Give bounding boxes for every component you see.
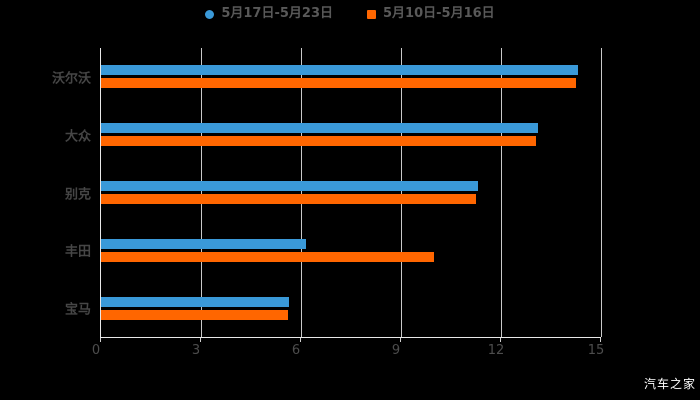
x-axis-tick-9 <box>400 338 401 342</box>
gridline-9 <box>401 48 402 337</box>
bar-group-宝马 <box>101 279 601 337</box>
legend-item-2[interactable]: 5月10日-5月16日 <box>367 5 495 23</box>
x-axis-label-0: 0 <box>91 343 101 358</box>
bar-5月10日-5月16日-沃尔沃[interactable] <box>101 78 576 89</box>
bar-rows <box>101 48 601 337</box>
bar-5月17日-5月23日-宝马[interactable] <box>101 296 290 307</box>
legend-item-label: 5月17日-5月23日 <box>221 6 333 21</box>
legend-square-marker <box>367 9 376 19</box>
gridline-15 <box>601 48 602 337</box>
x-axis-label-15: 15 <box>587 343 605 358</box>
legend-item-1[interactable]: 5月17日-5月23日 <box>205 5 333 23</box>
x-axis-label-3: 3 <box>191 343 201 358</box>
x-axis-ticks <box>100 338 601 343</box>
x-axis-tick-15 <box>600 338 601 342</box>
bar-5月17日-5月23日-大众[interactable] <box>101 123 538 134</box>
gridline-3 <box>201 48 202 337</box>
x-axis-tick-12 <box>500 338 501 342</box>
legend-item-label: 5月10日-5月16日 <box>383 6 495 21</box>
x-axis-label-12: 12 <box>487 343 505 358</box>
x-axis-labels: 0 3 6 9 12 15 <box>92 343 604 359</box>
legend-circle-marker <box>205 9 215 19</box>
bar-group-大众 <box>101 106 601 164</box>
y-axis-label-沃尔沃: 沃尔沃 <box>51 71 91 87</box>
x-axis-label-6: 6 <box>291 343 301 358</box>
bar-5月10日-5月16日-宝马[interactable] <box>101 309 288 320</box>
bar-group-沃尔沃 <box>101 48 601 106</box>
bar-5月10日-5月16日-大众[interactable] <box>101 136 536 147</box>
gridline-6 <box>301 48 302 337</box>
bar-5月10日-5月16日-别克[interactable] <box>101 193 476 204</box>
watermark-autohome: 汽车之家 <box>643 377 696 391</box>
bar-5月10日-5月16日-丰田[interactable] <box>101 251 435 262</box>
gridline-12 <box>501 48 502 337</box>
x-axis-label-9: 9 <box>391 343 401 358</box>
plot-area <box>100 48 602 338</box>
bar-5月17日-5月23日-沃尔沃[interactable] <box>101 65 578 76</box>
bar-5月17日-5月23日-别克[interactable] <box>101 180 478 191</box>
x-axis-tick-6 <box>300 338 301 342</box>
y-axis-label-宝马: 宝马 <box>64 302 91 318</box>
bar-group-丰田 <box>101 221 601 279</box>
y-axis-label-别克: 别克 <box>64 187 91 202</box>
bar-5月17日-5月23日-丰田[interactable] <box>101 238 306 249</box>
legend: 5月17日-5月23日 5月10日-5月16日 <box>0 5 700 23</box>
y-axis-label-丰田: 丰田 <box>64 244 91 260</box>
x-axis-tick-3 <box>200 338 201 342</box>
y-axis-labels: 沃尔沃大众别克丰田宝马 <box>0 48 91 337</box>
y-axis-label-大众: 大众 <box>64 129 91 145</box>
x-axis-tick-0 <box>100 338 101 342</box>
bar-group-别克 <box>101 164 601 222</box>
